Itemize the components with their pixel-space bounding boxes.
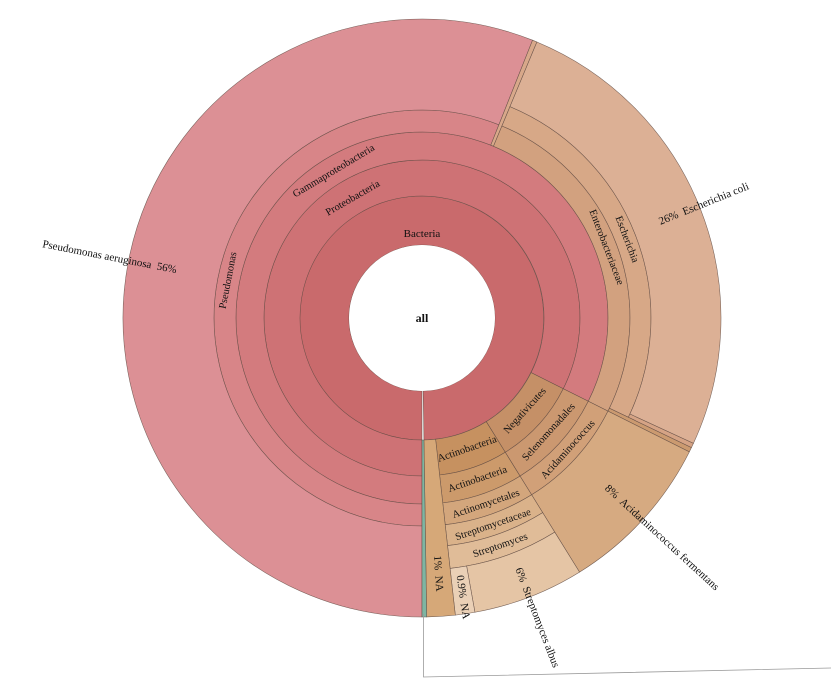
wedge-minor-teal[interactable]: [421, 439, 427, 618]
outer-label-1-na: 1% NA: [431, 555, 445, 592]
wedge-layer: [122, 18, 722, 618]
leader-line: [423, 614, 832, 678]
center-circle[interactable]: [349, 245, 495, 391]
wedge-pseudomonas-aeruginosa[interactable]: [122, 18, 533, 618]
ring-label-bacteria: Bacteria: [404, 228, 441, 240]
center-label: all: [416, 311, 429, 325]
wedge-escherichia-coli[interactable]: [509, 41, 722, 444]
